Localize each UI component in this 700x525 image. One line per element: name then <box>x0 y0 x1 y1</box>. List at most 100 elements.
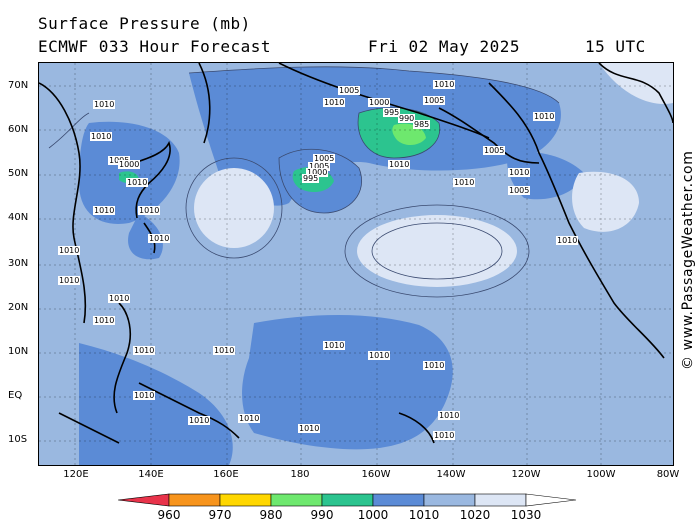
isobar-label: 1010 <box>59 276 79 285</box>
isobar-label-bg <box>483 146 505 155</box>
isobar-label: 1010 <box>127 178 147 187</box>
isobar-label-bg <box>453 178 475 187</box>
map-title: Surface Pressure (mb) <box>38 14 251 33</box>
isobar-label: 1010 <box>134 391 154 400</box>
lat-label-40n: 40N <box>8 212 29 223</box>
isobar-label-bg <box>93 316 115 325</box>
isobar-label: 1010 <box>239 414 259 423</box>
isobar-label: 995 <box>303 174 318 183</box>
lon-label-100w: 100W <box>586 469 616 480</box>
high-zone-west <box>194 168 274 248</box>
isobar-label-bg <box>323 341 345 350</box>
isobar-label-bg <box>323 98 345 107</box>
colorbar-label: 1020 <box>459 508 491 522</box>
isobar-label-bg <box>433 431 455 440</box>
colorbar-segment <box>321 493 374 507</box>
colorbar-label: 990 <box>310 508 334 522</box>
lon-label-180: 180 <box>290 469 310 480</box>
isobar-label-bg <box>118 160 140 169</box>
isobar-label: 1010 <box>91 132 111 141</box>
low-zone-equatorial <box>242 315 453 450</box>
isobar-label-bg <box>90 132 112 141</box>
isobar-label: 1010 <box>557 236 577 245</box>
forecast-date: Fri 02 May 2025 <box>368 37 520 56</box>
isobar-label: 1005 <box>314 154 334 163</box>
colorbar-label: 1030 <box>510 508 542 522</box>
lat-label-60n: 60N <box>8 124 29 135</box>
watermark: © www.PassageWeather.com <box>680 150 696 370</box>
colorbar-segment <box>168 493 221 507</box>
isobar-label: 1010 <box>94 316 114 325</box>
lon-label-120w: 120W <box>511 469 541 480</box>
colorbar-segment <box>118 493 170 507</box>
isobar-label-bg <box>238 414 260 423</box>
isobar-label-bg <box>413 120 430 129</box>
colorbar-label: 1000 <box>357 508 389 522</box>
isobar-label-bg <box>133 391 155 400</box>
lat-label-eq: EQ <box>8 390 23 401</box>
isobar-label: 1010 <box>299 424 319 433</box>
colorbar-segment <box>372 493 425 507</box>
isobar-label: 995 <box>384 108 399 117</box>
isobar-label-bg <box>438 411 460 420</box>
isobar-label-bg <box>368 98 390 107</box>
forecast-model: ECMWF 033 Hour Forecast <box>38 37 272 56</box>
isobar-label: 1010 <box>509 168 529 177</box>
isobar-label-bg <box>338 86 360 95</box>
colorbar-label: 960 <box>157 508 181 522</box>
isobar-label-bg <box>298 424 320 433</box>
lat-label-10n: 10N <box>8 346 29 357</box>
lon-label-140e: 140E <box>138 469 164 480</box>
isobar-label: 1005 <box>309 162 329 171</box>
isobar-label: 1010 <box>189 416 209 425</box>
isobar-label: 1010 <box>59 246 79 255</box>
lon-label-160e: 160E <box>213 469 239 480</box>
isobar-label: 1010 <box>94 100 114 109</box>
isobar-label-bg <box>133 346 155 355</box>
colorbar-label: 980 <box>259 508 283 522</box>
isobar-label: 1010 <box>369 351 389 360</box>
isobar-label-bg <box>433 80 455 89</box>
isobar-label-bg <box>188 416 210 425</box>
lat-label-70n: 70N <box>8 80 29 91</box>
lat-label-50n: 50N <box>8 168 29 179</box>
pressure-map: 1010 1005 1000 995 990 985 1005 1010 1010 1005 100… <box>38 62 674 466</box>
lat-label-20n: 20N <box>8 302 29 313</box>
isobar-label-bg <box>58 246 80 255</box>
isobar-label-bg <box>508 186 530 195</box>
isobar-label: 1005 <box>509 186 529 195</box>
isobar-label-bg <box>308 162 330 171</box>
isobar-label-bg <box>368 351 390 360</box>
isobar-label: 1005 <box>424 96 444 105</box>
isobar-label-bg <box>556 236 578 245</box>
colorbar-segment <box>219 493 272 507</box>
forecast-time: 15 UTC <box>585 37 646 56</box>
isobar-label: 1000 <box>119 160 139 169</box>
isobar-label-bg <box>108 294 130 303</box>
isobar-labels: 1010100510009959909851005101010101005100… <box>58 80 578 440</box>
isobar-label: 1010 <box>94 206 114 215</box>
isobar-label-bg <box>302 174 319 183</box>
isobar-label: 1000 <box>369 98 389 107</box>
lon-label-160w: 160W <box>361 469 391 480</box>
isobar-label-bg <box>306 168 328 177</box>
map-canvas: 1010100510009959909851005101010101005100… <box>39 63 673 465</box>
colorbar-label: 1010 <box>408 508 440 522</box>
isobar-label-bg <box>508 168 530 177</box>
isobar-label-bg <box>388 160 410 169</box>
isobar-label: 1010 <box>434 80 454 89</box>
high-zone-north-america <box>572 171 639 232</box>
isobar-label-bg <box>533 112 555 121</box>
isobar-label: 1010 <box>434 431 454 440</box>
isobar-label-bg <box>213 346 235 355</box>
isobar-label: 1010 <box>454 178 474 187</box>
isobar-label-bg <box>148 234 170 243</box>
lon-label-80w: 80W <box>656 469 680 480</box>
coastlines <box>39 63 673 444</box>
colorbar-segment <box>525 493 577 507</box>
isobar-label: 985 <box>414 120 429 129</box>
isobar-label-bg <box>58 276 80 285</box>
colorbar-segment <box>270 493 323 507</box>
isobar-label-bg <box>126 178 148 187</box>
isobar-label: 1000 <box>307 168 327 177</box>
